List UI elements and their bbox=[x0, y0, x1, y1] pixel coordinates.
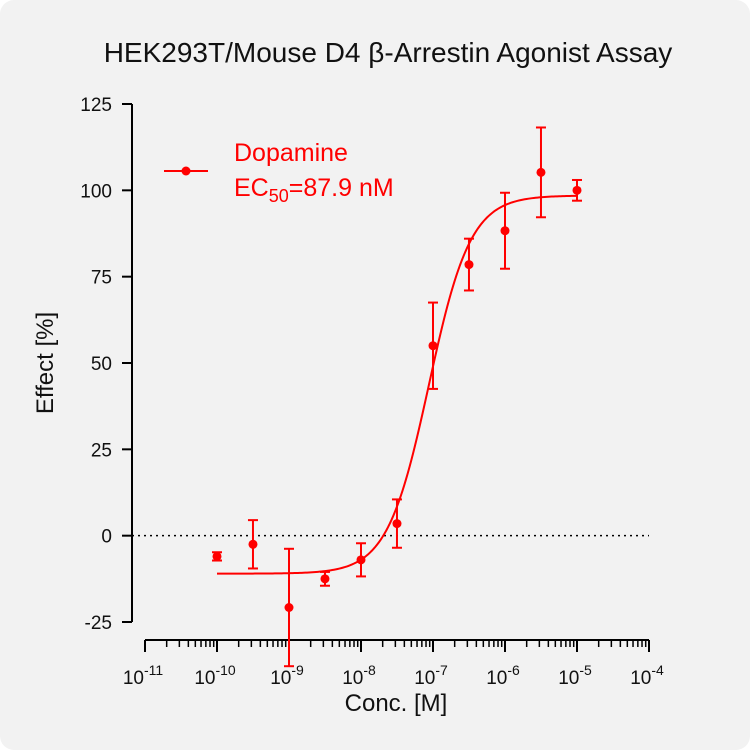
x-tick-exponent: -4 bbox=[651, 662, 664, 678]
data-point bbox=[356, 542, 366, 578]
x-tick-label: 10-9 bbox=[270, 662, 304, 689]
data-point bbox=[463, 237, 474, 292]
ec50-suffix: =87.9 nM bbox=[289, 174, 394, 202]
x-tick-label: 10-6 bbox=[486, 662, 520, 689]
legend-marker-dopamine bbox=[181, 166, 191, 176]
data-point bbox=[572, 178, 582, 202]
y-tick-label: -25 bbox=[85, 613, 112, 634]
x-tick-label: 10-5 bbox=[558, 662, 592, 689]
x-tick-base: 10 bbox=[630, 668, 651, 689]
data-point bbox=[535, 126, 546, 219]
data-point bbox=[247, 519, 258, 570]
data-point-marker bbox=[392, 519, 402, 529]
y-axis: -25 0 25 50 75 100 125 bbox=[80, 95, 133, 634]
data-point bbox=[212, 551, 222, 562]
x-tick-exponent: -10 bbox=[215, 662, 235, 678]
x-tick-base: 10 bbox=[123, 668, 144, 689]
y-tick-label: 0 bbox=[101, 527, 112, 548]
y-axis-label: Effect [%] bbox=[32, 312, 59, 414]
x-tick-base: 10 bbox=[558, 668, 579, 689]
x-tick-exponent: -6 bbox=[507, 662, 520, 678]
x-tick-base: 10 bbox=[270, 668, 291, 689]
y-tick-group: -25 0 25 50 75 100 125 bbox=[80, 95, 132, 634]
x-tick-group: 10-11 10-10 10-9 10-8 10-7 10-6 10-5 10-4 bbox=[123, 640, 664, 689]
legend-ec50-value: EC50=87.9 nM bbox=[234, 174, 394, 206]
y-tick-label: 100 bbox=[80, 181, 112, 202]
x-tick-exponent: -5 bbox=[579, 662, 592, 678]
y-tick-label: 25 bbox=[91, 440, 112, 461]
legend: Dopamine EC50=87.9 nM bbox=[164, 139, 394, 206]
x-tick-base: 10 bbox=[194, 668, 215, 689]
data-points-dopamine bbox=[212, 126, 582, 668]
legend-series-name: Dopamine bbox=[234, 139, 348, 167]
x-axis: 10-11 10-10 10-9 10-8 10-7 10-6 10-5 10-4 bbox=[123, 639, 664, 689]
data-point-marker bbox=[320, 574, 330, 584]
x-tick-label: 10-4 bbox=[630, 662, 664, 689]
x-tick-label: 10-7 bbox=[414, 662, 448, 689]
x-axis-label: Conc. [M] bbox=[345, 690, 448, 717]
ec50-prefix: EC bbox=[234, 174, 269, 202]
x-tick-label: 10-10 bbox=[194, 662, 236, 689]
chart-title: HEK293T/Mouse D4 β-Arrestin Agonist Assa… bbox=[104, 37, 673, 68]
ec50-subscript: 50 bbox=[269, 186, 289, 206]
y-tick-label: 50 bbox=[91, 354, 112, 375]
data-point-marker bbox=[464, 260, 474, 270]
x-tick-base: 10 bbox=[486, 668, 507, 689]
data-point bbox=[284, 547, 294, 668]
data-point bbox=[319, 570, 330, 587]
x-tick-label: 10-8 bbox=[342, 662, 376, 689]
x-tick-base: 10 bbox=[414, 668, 435, 689]
x-tick-exponent: -9 bbox=[291, 662, 304, 678]
data-point-marker bbox=[572, 185, 582, 195]
data-point-marker bbox=[248, 539, 258, 549]
data-point-marker bbox=[284, 602, 294, 612]
x-tick-label: 10-11 bbox=[123, 662, 164, 689]
data-point bbox=[391, 498, 402, 549]
data-point-marker bbox=[356, 555, 366, 565]
x-tick-exponent: -11 bbox=[144, 662, 163, 678]
data-point bbox=[428, 301, 438, 390]
x-tick-exponent: -8 bbox=[363, 662, 376, 678]
y-tick-label: 75 bbox=[91, 268, 112, 289]
data-point-marker bbox=[212, 551, 222, 561]
data-point-marker bbox=[428, 341, 438, 351]
data-point-marker bbox=[500, 226, 510, 236]
data-point bbox=[500, 191, 510, 270]
y-tick-label: 125 bbox=[80, 95, 112, 116]
x-tick-base: 10 bbox=[342, 668, 363, 689]
data-point-marker bbox=[536, 167, 546, 177]
x-tick-exponent: -7 bbox=[435, 662, 448, 678]
